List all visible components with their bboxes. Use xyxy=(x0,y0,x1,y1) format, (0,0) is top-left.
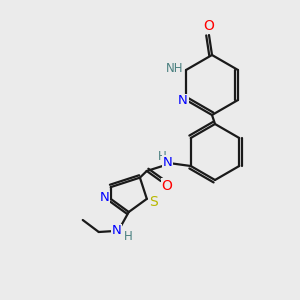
Text: S: S xyxy=(149,195,158,209)
Text: N: N xyxy=(112,224,122,238)
Text: O: O xyxy=(204,19,214,33)
Text: N: N xyxy=(100,191,110,204)
Text: N: N xyxy=(163,155,172,169)
Text: N: N xyxy=(178,94,188,107)
Text: O: O xyxy=(161,179,172,193)
Text: H: H xyxy=(123,230,132,244)
Text: NH: NH xyxy=(166,62,184,76)
Text: H: H xyxy=(158,149,166,163)
